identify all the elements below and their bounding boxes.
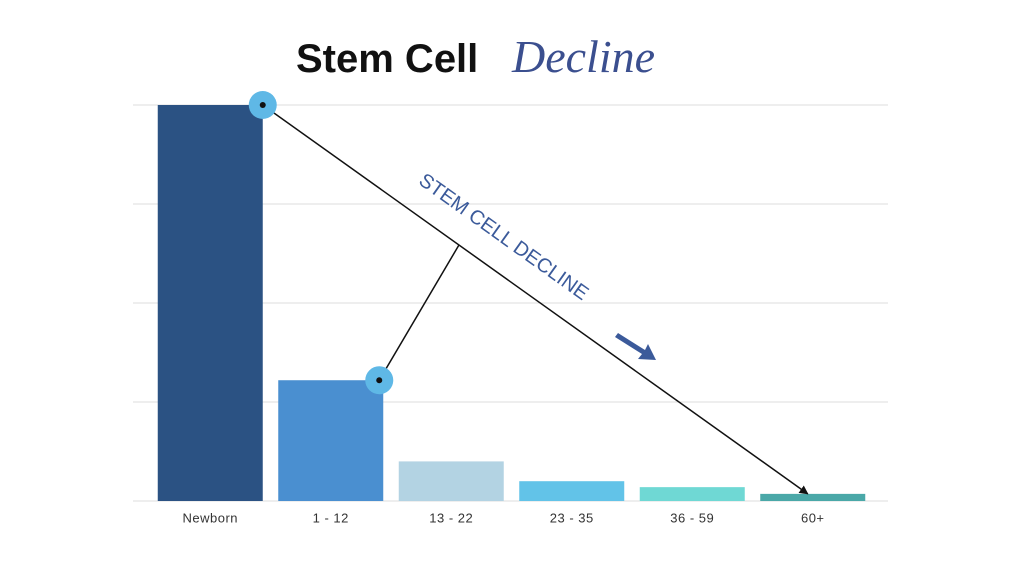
x-tick-label: 13 - 22 (429, 510, 473, 525)
bar (278, 380, 384, 501)
decline-arrow (615, 333, 656, 360)
bar (760, 493, 866, 501)
annotation-label: STEM CELL DECLINE (415, 169, 593, 305)
bars: Newborn 1 - 12 13 - 22 23 - 35 36 - 59 60+ (157, 105, 866, 525)
point-dot (259, 102, 266, 108)
connector-line (378, 244, 460, 381)
x-tick-label: 1 - 12 (313, 510, 349, 525)
x-tick-label: 23 - 35 (550, 510, 594, 525)
bar (398, 461, 504, 501)
x-tick-label: 36 - 59 (670, 510, 714, 525)
bar (519, 481, 625, 501)
chart-title: Stem Cell (296, 37, 478, 81)
x-tick-label: Newborn (182, 510, 238, 525)
x-tick-label: 60+ (801, 510, 825, 525)
bar (157, 105, 263, 501)
point-dot (376, 377, 383, 384)
chart-title-accent: Decline (511, 31, 655, 82)
bar (639, 487, 745, 501)
trend-line (262, 104, 809, 495)
